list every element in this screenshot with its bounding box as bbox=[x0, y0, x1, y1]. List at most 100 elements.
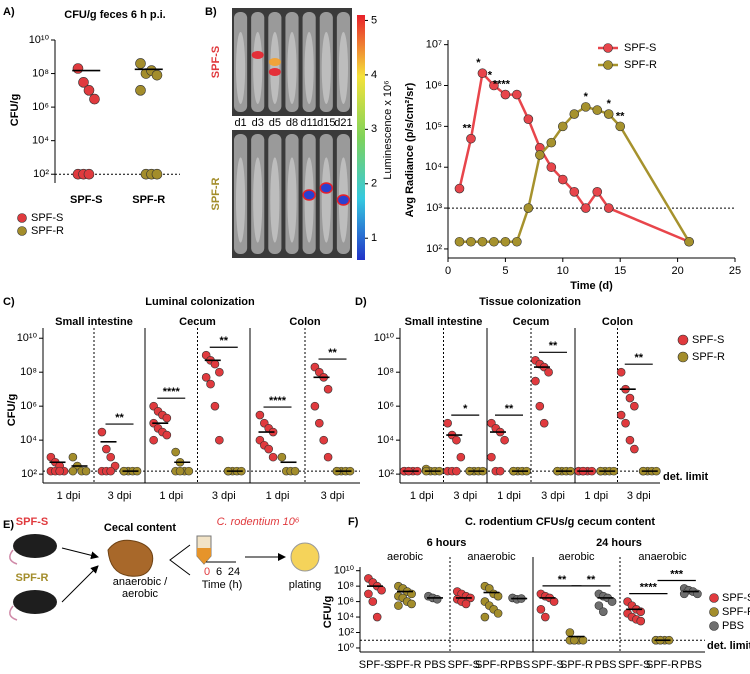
x-tick-label: SPF-R bbox=[132, 194, 165, 206]
point bbox=[580, 203, 591, 213]
legend-marker bbox=[603, 43, 613, 53]
mouse-body bbox=[253, 157, 263, 243]
point bbox=[500, 236, 511, 247]
x-tick-label: 1 dpi bbox=[584, 490, 608, 502]
dot bbox=[215, 435, 224, 445]
dot bbox=[461, 599, 471, 609]
y-tick-label: 10⁶ bbox=[32, 101, 49, 113]
dot bbox=[135, 85, 146, 96]
y-tick-label: 10⁸ bbox=[20, 366, 37, 378]
dot bbox=[480, 612, 490, 622]
dot bbox=[290, 466, 300, 476]
arrow bbox=[61, 565, 99, 603]
point bbox=[477, 68, 488, 79]
dot bbox=[171, 447, 180, 457]
dot bbox=[323, 452, 333, 462]
mouse-body bbox=[287, 32, 297, 104]
result-label: plating bbox=[289, 579, 321, 591]
dot bbox=[452, 466, 461, 476]
dot bbox=[487, 452, 496, 462]
y-tick-label: 10⁴ bbox=[377, 434, 394, 446]
x-tick-label: 3 dpi bbox=[108, 490, 132, 502]
x-tick-label: 0 bbox=[445, 265, 451, 277]
y-axis-label: CFU/g bbox=[322, 596, 334, 628]
dot bbox=[625, 393, 635, 403]
dot bbox=[377, 585, 386, 595]
dot bbox=[535, 401, 545, 411]
point bbox=[546, 137, 557, 148]
dot bbox=[97, 427, 107, 437]
chart-title: CFU/g feces 6 h p.i. bbox=[64, 9, 165, 21]
colorbar-tick-label: 4 bbox=[371, 69, 377, 81]
y-tick-label: 10² bbox=[426, 243, 442, 255]
signal bbox=[302, 189, 316, 201]
dot bbox=[102, 444, 111, 454]
panel-label: E) bbox=[3, 519, 14, 531]
y-tick-label: 10⁷ bbox=[426, 39, 442, 51]
dot bbox=[578, 635, 588, 645]
mouse-tail bbox=[9, 605, 18, 621]
dot bbox=[81, 466, 91, 476]
dot bbox=[607, 597, 617, 606]
point bbox=[603, 109, 614, 119]
dot bbox=[106, 452, 115, 462]
signal bbox=[251, 51, 264, 59]
dot bbox=[319, 435, 329, 445]
y-tick-label: 10¹⁰ bbox=[17, 332, 38, 344]
dot bbox=[549, 597, 559, 606]
dot bbox=[210, 359, 220, 369]
dot bbox=[565, 628, 575, 637]
content-label: Cecal content bbox=[104, 522, 176, 534]
mouse-body bbox=[321, 157, 331, 243]
dot bbox=[78, 77, 89, 88]
sig-label: ** bbox=[616, 110, 625, 122]
y-tick-label: 10⁴ bbox=[337, 611, 354, 623]
point bbox=[466, 133, 476, 144]
point bbox=[546, 162, 557, 173]
dot bbox=[456, 452, 466, 462]
mouse-body bbox=[253, 32, 263, 104]
dot bbox=[372, 612, 382, 622]
panel-title: Colon bbox=[602, 316, 633, 328]
sig-label: * bbox=[476, 57, 481, 69]
legend-marker bbox=[17, 213, 27, 223]
x-tick-label: 1 dpi bbox=[497, 490, 521, 502]
mouse-body bbox=[270, 32, 280, 104]
y-tick-label: 10¹⁰ bbox=[334, 565, 355, 577]
point bbox=[523, 203, 534, 213]
x-tick-label: 3 dpi bbox=[321, 490, 345, 502]
x-tick-label: PBS bbox=[680, 659, 702, 671]
sig-label: ** bbox=[587, 574, 596, 586]
dot bbox=[394, 601, 403, 610]
x-tick-label: 1 dpi bbox=[266, 490, 290, 502]
sig-label: ** bbox=[634, 352, 643, 364]
point bbox=[684, 236, 694, 247]
x-tick-label: SPF-R bbox=[389, 659, 422, 671]
dot bbox=[364, 589, 373, 599]
legend-label: SPF-S bbox=[692, 334, 724, 346]
sig-label: **** bbox=[493, 78, 511, 90]
sig-label: ** bbox=[558, 574, 567, 586]
dot bbox=[636, 616, 646, 626]
dot bbox=[268, 452, 278, 462]
cecum-icon bbox=[107, 539, 154, 577]
y-tick-label: 10⁸ bbox=[32, 67, 49, 79]
legend-label: SPF-S bbox=[722, 592, 750, 604]
panel-title: Cecum bbox=[179, 316, 216, 328]
mouse-body bbox=[321, 32, 331, 104]
time-label: Time (h) bbox=[202, 579, 243, 591]
condition-label: aerobic bbox=[122, 588, 159, 600]
y-tick-label: 10⁶ bbox=[425, 79, 442, 91]
x-axis-label: Time (d) bbox=[570, 280, 613, 292]
panel-title: Small intestine bbox=[55, 316, 133, 328]
mouse-body bbox=[304, 32, 314, 104]
dot bbox=[540, 612, 550, 622]
chart-title: Tissue colonization bbox=[479, 296, 581, 308]
point bbox=[615, 121, 626, 132]
x-tick-label: SPF-R bbox=[646, 659, 679, 671]
panel-label: F) bbox=[348, 516, 359, 528]
dot bbox=[500, 435, 509, 445]
dot bbox=[630, 444, 639, 454]
dot bbox=[493, 591, 503, 601]
x-tick-label: 3 dpi bbox=[453, 490, 477, 502]
